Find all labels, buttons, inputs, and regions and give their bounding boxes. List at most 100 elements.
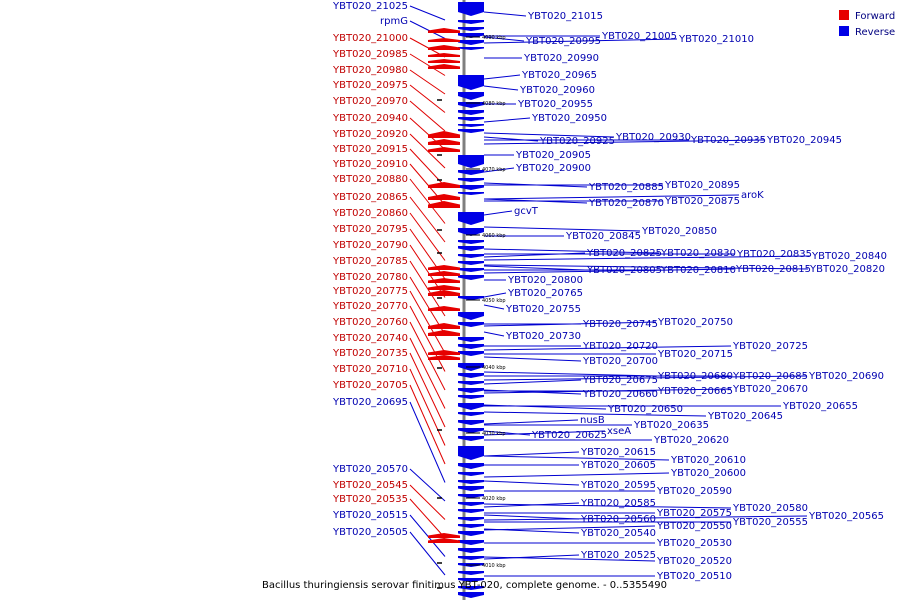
- gene-label-left: YBT020_21000: [332, 33, 408, 44]
- gene-label-right: YBT020_20600: [670, 468, 746, 479]
- reverse-gene-arrow: [458, 540, 484, 545]
- gene-label-left: YBT020_20785: [332, 256, 408, 267]
- gene-label-right: YBT020_20520: [656, 556, 732, 567]
- forward-gene-arrow: [428, 201, 460, 208]
- gene-label-right: YBT020_20615: [580, 447, 656, 458]
- label-leader-line: [483, 11, 527, 17]
- gene-label-left: YBT020_20860: [332, 208, 408, 219]
- gene-label-right: YBT020_20675: [582, 375, 658, 386]
- reverse-gene-arrow: [458, 155, 484, 168]
- gene-label-right: YBT020_20645: [707, 411, 783, 422]
- label-leader-line: [409, 53, 446, 76]
- label-leader-line: [409, 484, 446, 520]
- gene-label-right: YBT020_20655: [782, 401, 858, 412]
- reverse-gene-arrow: [458, 428, 484, 433]
- label-leader-line: [483, 451, 580, 457]
- gene-label-right: YBT020_20670: [732, 384, 808, 395]
- gene-label-right: YBT020_20575: [656, 508, 732, 519]
- reverse-gene-arrow: [458, 548, 484, 553]
- forward-gene-arrow: [428, 306, 460, 311]
- gene-label-right: YBT020_20580: [732, 503, 808, 514]
- reverse-gene-arrow: [458, 571, 484, 575]
- reverse-gene-arrow: [458, 92, 484, 100]
- gene-label-right: YBT020_20830: [660, 248, 736, 259]
- reverse-gene-arrow: [458, 486, 484, 491]
- reverse-gene-arrow: [458, 351, 484, 356]
- gene-label-right: YBT020_20730: [505, 331, 581, 342]
- forward-gene-arrow: [428, 64, 460, 69]
- gene-label-right: YBT020_20680: [657, 371, 733, 382]
- label-leader-line: [483, 419, 579, 425]
- label-leader-line: [483, 430, 531, 436]
- reverse-gene-arrow: [458, 556, 484, 560]
- gene-label-left: YBT020_20915: [332, 144, 408, 155]
- reverse-gene-arrow: [458, 578, 484, 582]
- gene-label-left: YBT020_20790: [332, 240, 408, 251]
- reverse-gene-arrow: [458, 261, 484, 265]
- gene-label-right: YBT020_20995: [525, 36, 601, 47]
- label-leader-line: [483, 321, 657, 327]
- gene-label-right: YBT020_20965: [521, 70, 597, 81]
- label-leader-line: [409, 5, 446, 21]
- label-leader-line: [409, 69, 446, 95]
- reverse-gene-arrow: [458, 268, 484, 272]
- reverse-gene-arrow: [458, 388, 484, 393]
- label-leader-line: [483, 117, 531, 123]
- gene-label-left: YBT020_20920: [332, 129, 408, 140]
- gene-label-right: YBT020_20925: [539, 136, 615, 147]
- gene-label-right: YBT020_20810: [660, 265, 736, 276]
- label-leader-line: [483, 388, 732, 394]
- gene-label-left: YBT020_20570: [332, 464, 408, 475]
- gene-label-right: YBT020_20870: [588, 198, 664, 209]
- gene-label-right: YBT020_20800: [507, 275, 583, 286]
- label-leader-line: [483, 265, 586, 271]
- label-leader-line: [483, 503, 732, 509]
- gene-label-right: xseA: [607, 426, 631, 437]
- reverse-gene-arrow: [458, 47, 484, 50]
- label-leader-line: [483, 194, 740, 200]
- reverse-gene-arrow: [458, 192, 484, 195]
- forward-gene-arrow: [428, 278, 460, 283]
- gene-label-right: YBT020_20620: [653, 435, 729, 446]
- label-leader-line: [483, 525, 656, 531]
- label-leader-line: [483, 430, 606, 436]
- reverse-gene-arrow: [458, 240, 484, 244]
- gene-label-right: YBT020_20595: [580, 480, 656, 491]
- reverse-gene-arrow: [458, 337, 484, 342]
- legend-forward-label: Forward: [855, 11, 895, 22]
- reverse-gene-arrow: [458, 420, 484, 425]
- gene-label-right: YBT020_20725: [732, 341, 808, 352]
- gene-label-right: YBT020_20660: [582, 389, 658, 400]
- gene-label-right: YBT020_20750: [657, 317, 733, 328]
- label-leader-line: [483, 411, 707, 417]
- gene-label-left: YBT020_20865: [332, 192, 408, 203]
- reverse-gene-arrow: [458, 75, 484, 90]
- gene-label-right: YBT020_20825: [586, 248, 662, 259]
- reverse-gene-arrow: [458, 586, 484, 590]
- forward-gene-arrow: [428, 533, 460, 538]
- label-leader-line: [409, 401, 446, 483]
- reverse-gene-arrow: [458, 40, 484, 45]
- label-leader-line: [483, 345, 732, 351]
- kbp-tick-label: 4030 kbp: [482, 431, 506, 437]
- reverse-gene-arrow: [458, 27, 484, 31]
- gene-label-right: YBT020_20690: [808, 371, 884, 382]
- gene-label-left: YBT020_20770: [332, 301, 408, 312]
- kbp-tick-label: 4020 kbp: [482, 496, 506, 502]
- gene-label-right: YBT020_20755: [505, 304, 581, 315]
- gene-label-left: YBT020_21025: [332, 1, 408, 12]
- label-leader-line: [483, 139, 766, 145]
- label-leader-line: [483, 554, 580, 560]
- reverse-gene-arrow: [458, 322, 484, 327]
- reverse-gene-arrow: [458, 373, 484, 378]
- legend-reverse-swatch: [839, 26, 849, 36]
- gene-label-right: YBT020_20840: [811, 251, 887, 262]
- reverse-gene-arrow: [458, 472, 484, 476]
- reverse-gene-arrow: [458, 124, 484, 127]
- label-leader-lines: [409, 5, 811, 577]
- label-leader-line: [483, 356, 582, 362]
- forward-gene-arrow: [428, 139, 460, 145]
- reverse-gene-arrow: [458, 170, 484, 175]
- gene-label-right: YBT020_20550: [656, 521, 732, 532]
